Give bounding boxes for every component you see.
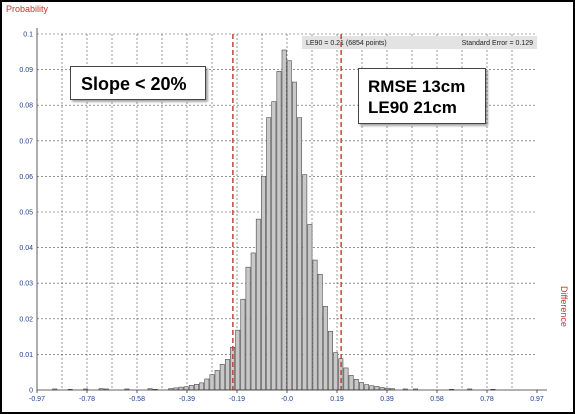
histogram-bar [214,370,220,391]
x-tick-label: -0.19 [229,396,245,403]
histogram-bar [291,81,297,391]
y-tick-label: 0.03 [19,281,33,288]
histogram-bar [261,176,266,391]
x-tick-label: 0.78 [480,396,494,403]
histogram-bar [199,382,205,391]
histogram-bar [240,298,246,391]
histogram-bar [322,306,328,391]
accuracy-annotation: RMSE 13cm LE90 21cm [358,68,486,124]
le90-stat: LE90 = 0.21 (6854 points) [306,40,387,47]
histogram-bar [358,382,364,391]
x-tick-label: -0.97 [29,396,45,403]
histogram-bar [183,386,189,391]
histogram-bar [333,352,339,391]
y-axis-label: Probability [6,4,49,14]
histogram-bar [276,71,282,391]
histogram-bar [266,117,272,391]
y-tick-label: 0.08 [19,103,33,110]
histogram-bar [219,364,225,391]
x-axis-label: Difference [559,286,569,327]
histogram-bar [302,174,308,391]
histogram-bar [188,385,194,391]
x-tick-label: 0.19 [330,396,344,403]
histogram-bar [317,273,323,391]
histogram-bar [209,374,215,391]
y-tick-label: 0.02 [19,316,33,323]
histogram-bar [281,49,287,391]
y-tick-label: 0.04 [19,245,33,252]
histogram-bar [374,386,380,391]
x-tick-label: -0.78 [79,396,95,403]
histogram-bar [204,378,210,391]
histogram-bar [286,60,292,391]
histogram-bar [178,386,184,391]
std-error-stat: Standard Error = 0.129 [462,40,534,47]
x-tick-label: -0.39 [179,396,195,403]
stats-strip [302,36,537,49]
histogram-bar [194,384,199,391]
histogram-bar [250,252,256,391]
y-tick-label: 0 [29,388,33,395]
slope-annotation: Slope < 20% [70,66,206,100]
y-tick-label: 0.1 [23,32,33,39]
histogram-bar [348,375,354,391]
x-tick-label: -0.0 [281,396,293,403]
histogram-bar [297,117,303,391]
histogram-bar [328,330,333,391]
slope-text: Slope < 20% [81,74,187,94]
y-tick-label: 0.09 [19,67,33,74]
histogram-bar [353,379,359,391]
histogram-bar [235,329,241,391]
y-tick-label: 0.07 [19,138,33,145]
histogram-bar [245,266,251,391]
histogram-bar [224,359,230,391]
rmse-text: RMSE 13cm [368,77,466,96]
x-tick-label: 0.58 [430,396,444,403]
histogram-bar [230,346,236,391]
y-tick-label: 0.05 [19,210,33,217]
le90-text: LE90 21cm [368,98,457,117]
y-tick-label: 0.01 [19,352,33,359]
histogram-bar [343,367,349,391]
histogram-bar [307,224,313,391]
histogram-bar [312,259,318,391]
histogram-bar [364,384,370,391]
histogram-bar [255,218,261,391]
histogram-bar [369,385,375,391]
x-tick-label: 0.97 [530,396,544,403]
y-tick-label: 0.06 [19,174,33,181]
x-tick-label: -0.58 [129,396,145,403]
x-tick-label: 0.39 [380,396,394,403]
histogram-bar [271,101,277,391]
